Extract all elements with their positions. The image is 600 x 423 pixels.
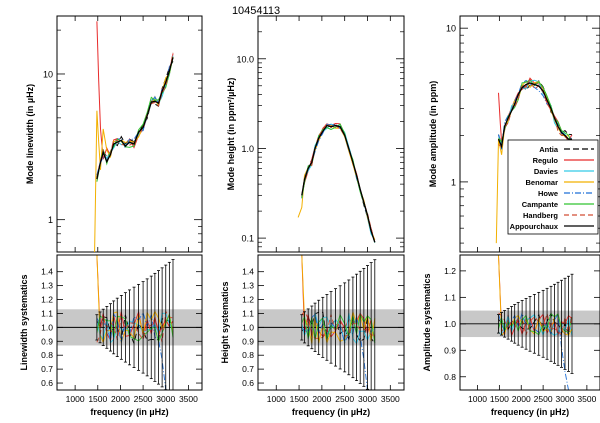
x-axis-label: frequency (in µHz)	[491, 407, 569, 417]
x-tick-label: 3000	[358, 394, 377, 404]
y-tick-label: 0.1	[241, 234, 254, 244]
systematics-line-handberg	[498, 311, 573, 338]
legend-label-antia: Antia	[539, 145, 559, 154]
series-line-campante	[96, 56, 174, 182]
y-tick-label: 1.4	[242, 267, 254, 277]
y-tick-label: 1.1	[242, 308, 254, 318]
y-tick-label: 1.2	[242, 295, 254, 305]
y-tick-label: 1	[48, 215, 53, 225]
plot-frame	[257, 15, 405, 253]
x-tick-label: 3000	[556, 394, 575, 404]
y-tick-label: 1.1	[41, 308, 53, 318]
series-line-davies	[301, 123, 376, 241]
series-line-handberg	[301, 122, 376, 243]
x-tick-label: 1500	[88, 394, 107, 404]
x-tick-label: 3000	[156, 394, 175, 404]
systematics-frame	[56, 254, 203, 391]
y-tick-label: 1.4	[41, 267, 53, 277]
legend-label-benomar: Benomar	[525, 178, 558, 187]
systematics-line-howe	[301, 312, 375, 391]
panel-linewidth: 1 10 Mode linewidth (in µHz) 0.6 0.7 0.8 0.9 1.…	[19, 15, 203, 417]
chart-title: 10454113	[232, 5, 280, 17]
y-tick-label: 0.8	[444, 372, 456, 382]
x-tick-label: 2500	[335, 394, 354, 404]
x-tick-label: 2000	[111, 394, 130, 404]
x-tick-label: 1000	[66, 394, 85, 404]
series-line-howe	[498, 79, 573, 150]
y-tick-label: 0.6	[41, 378, 53, 388]
y-tick-label: 1.0	[242, 322, 254, 332]
plot-frame	[459, 15, 600, 253]
legend-label-appourchaux: Appourchaux	[510, 222, 559, 231]
x-tick-label: 1000	[468, 394, 487, 404]
y-tick-label: 1.2	[41, 295, 53, 305]
y-axis-label: Mode height (in ppm²/µHz)	[226, 78, 236, 191]
x-tick-label: 2500	[134, 394, 153, 404]
y-tick-label: 0.7	[41, 364, 53, 374]
x-axis-label: frequency (in µHz)	[292, 407, 370, 417]
series-line-antia	[301, 123, 376, 243]
y-tick-label: 1.2	[444, 266, 456, 276]
legend-label-handberg: Handberg	[523, 211, 558, 220]
x-tick-label: 3500	[577, 394, 596, 404]
systematics-line-howe	[96, 311, 173, 391]
systematics-axis-label: Linewidth systematics	[19, 274, 29, 370]
x-tick-label: 3500	[381, 394, 400, 404]
systematics-line-campante	[301, 312, 376, 344]
x-tick-label: 2000	[512, 394, 531, 404]
legend-label-davies: Davies	[534, 167, 558, 176]
series-line-regulo	[301, 122, 376, 243]
series-line-campante	[301, 123, 376, 243]
y-tick-label: 1.3	[41, 281, 53, 291]
systematics-axis-label: Height systematics	[220, 281, 230, 363]
y-tick-label: 1.3	[242, 281, 254, 291]
series-line-appourchaux	[96, 57, 174, 180]
y-tick-label: 1.1	[444, 292, 456, 302]
y-tick-label: 0.9	[444, 345, 456, 355]
y-tick-label: 0.8	[242, 350, 254, 360]
panels: 1 10 Mode linewidth (in µHz) 0.6 0.7 0.8 0.9 1.…	[19, 15, 600, 417]
y-tick-label: 1.0	[444, 319, 456, 329]
y-tick-label: 0.9	[41, 336, 53, 346]
legend-label-campante: Campante	[522, 200, 558, 209]
systematics-line-benomar	[301, 254, 376, 345]
x-tick-label: 1500	[490, 394, 509, 404]
legend-label-regulo: Regulo	[533, 156, 559, 165]
y-tick-label: 1.0	[241, 144, 254, 154]
systematics-line-handberg	[301, 310, 375, 339]
x-axis-label: frequency (in µHz)	[90, 407, 168, 417]
y-tick-label: 0.8	[41, 350, 53, 360]
y-tick-label: 1.0	[41, 322, 53, 332]
systematics-frame	[459, 254, 600, 391]
y-axis-label: Mode amplitude (in ppm)	[428, 81, 438, 188]
x-tick-label: 2000	[312, 394, 331, 404]
y-tick-label: 10.0	[236, 54, 254, 64]
x-tick-label: 3500	[179, 394, 198, 404]
panel-height: 0.1 1.0 10.0 Mode height (in ppm²/µHz) 0.6 0.…	[220, 15, 405, 417]
series-line-howe	[301, 123, 376, 243]
x-tick-label: 2500	[534, 394, 553, 404]
legend-label-howe: Howe	[538, 189, 558, 198]
plot-frame	[56, 15, 203, 253]
panel-amplitude: 1 10 Mode amplitude (in ppm) 0.8 0.9 1.0 1.1 1.…	[422, 15, 600, 417]
systematics-axis-label: Amplitude systematics	[422, 273, 432, 371]
y-tick-label: 0.6	[242, 378, 254, 388]
y-tick-label: 0.7	[242, 364, 254, 374]
series-line-appourchaux	[497, 82, 572, 149]
series-line-benomar	[94, 57, 174, 253]
series-line-handberg	[498, 78, 573, 148]
legend-box	[507, 139, 599, 235]
systematics-frame	[257, 254, 405, 391]
x-tick-label: 1500	[290, 394, 309, 404]
y-tick-label: 10	[43, 69, 53, 79]
x-tick-label: 1000	[267, 394, 286, 404]
y-tick-label: 1	[451, 177, 456, 187]
legend: Antia Regulo Davies Benomar Howe Campante Hand…	[507, 139, 599, 235]
y-tick-label: 10	[446, 24, 456, 34]
series-line-appourchaux	[301, 124, 376, 243]
y-axis-label: Mode linewidth (in µHz)	[25, 84, 35, 184]
series-line-benomar	[297, 124, 376, 240]
y-tick-label: 0.9	[242, 336, 254, 346]
